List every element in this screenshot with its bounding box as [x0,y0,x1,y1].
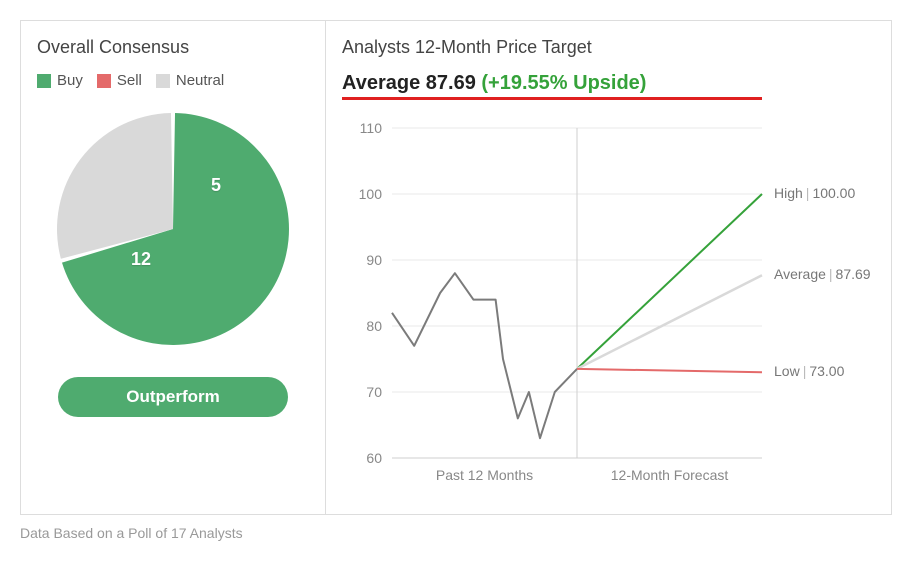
forecast-chart-svg: 60 70 80 90 100 110 Past 12 Months 12-Month For… [342,118,872,498]
legend-item-sell: Sell [97,72,142,89]
svg-text:60: 60 [366,450,382,466]
avg-value: 87.69 [426,72,476,94]
legend-swatch-neutral [156,74,170,88]
side-label-low: Low|73.00 [774,363,844,379]
svg-text:110: 110 [360,120,383,136]
consensus-panel: Overall Consensus Buy Sell Neutral 12 5 O… [21,21,326,514]
legend-label-buy: Buy [57,72,83,89]
summary-underline [342,97,762,100]
upside-text: (+19.55% Upside) [481,72,646,94]
legend-swatch-buy [37,74,51,88]
svg-text:80: 80 [366,318,382,334]
svg-text:12-Month Forecast: 12-Month Forecast [611,467,729,483]
legend-label-neutral: Neutral [176,72,224,89]
consensus-title: Overall Consensus [37,37,309,58]
pie-svg [53,109,293,349]
side-label-average: Average|87.69 [774,266,871,282]
svg-text:70: 70 [366,384,382,400]
legend-item-neutral: Neutral [156,72,224,89]
price-target-panel: Analysts 12-Month Price Target Average 8… [326,21,891,514]
svg-text:Past 12 Months: Past 12 Months [436,467,533,483]
consensus-legend: Buy Sell Neutral [37,72,309,89]
price-target-title: Analysts 12-Month Price Target [342,37,875,58]
side-label-high: High|100.00 [774,185,855,201]
legend-swatch-sell [97,74,111,88]
footer-note: Data Based on a Poll of 17 Analysts [20,525,892,541]
consensus-pill: Outperform [58,377,288,417]
avg-label: Average [342,72,420,94]
legend-label-sell: Sell [117,72,142,89]
forecast-chart: 60 70 80 90 100 110 Past 12 Months 12-Month For… [342,118,872,498]
dashboard-container: Overall Consensus Buy Sell Neutral 12 5 O… [20,20,892,515]
pie-slice-label: 5 [211,175,221,196]
svg-text:90: 90 [366,252,382,268]
price-target-summary: Average 87.69 (+19.55% Upside) [342,72,875,95]
legend-item-buy: Buy [37,72,83,89]
pie-slice-label: 12 [131,249,151,270]
consensus-pie: 12 5 [53,109,293,349]
svg-text:100: 100 [359,186,383,202]
